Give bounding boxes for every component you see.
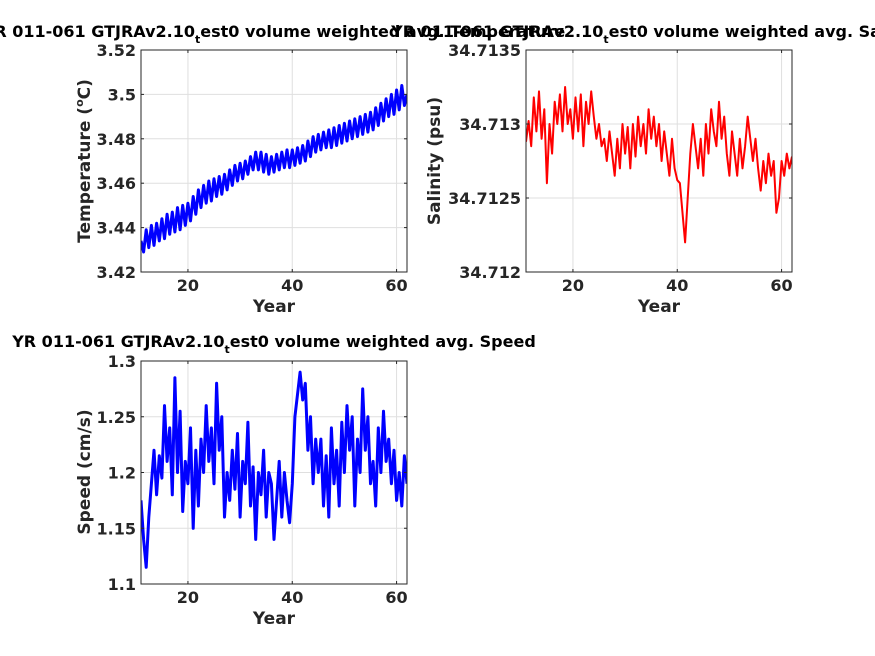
chart-2: 20 40 60 34.712 34.7125 34.713 34.7135 Year Sali… [390, 22, 875, 317]
y-tick-label: 3.48 [97, 130, 136, 149]
x-tick-label: 60 [385, 588, 407, 607]
y-tick-label: 3.46 [97, 174, 136, 193]
x-tick-label: 60 [770, 276, 792, 295]
y-tick-label: 34.7125 [448, 189, 521, 208]
x-tick-label: 40 [281, 276, 303, 295]
y-tick-label: 1.25 [97, 408, 136, 427]
y-axis-label-part: o [73, 99, 86, 107]
y-tick-label: 3.44 [97, 219, 136, 238]
y-axis-label-part: Speed (cm/s) [75, 409, 95, 534]
chart-title: YR 011-061 GTJRAv2.10test0 volume weight… [390, 22, 875, 46]
chart-title-part: est0 volume weighted avg. Salinity [609, 22, 875, 41]
chart-title-part: YR 011-061 GTJRAv2.10 [11, 332, 224, 351]
plot-area [526, 50, 792, 272]
chart-title-part: est0 volume weighted avg. Temperature [200, 22, 565, 41]
y-tick-label: 1.2 [108, 464, 136, 483]
chart-title-part: t [195, 33, 200, 46]
y-tick-label: 3.52 [97, 41, 136, 60]
y-tick-label: 34.7135 [448, 41, 521, 60]
x-axis-label: Year [252, 297, 296, 317]
x-axis-label: Year [252, 609, 296, 629]
chart-title-part: YR 011-061 GTJRAv2.10 [390, 22, 603, 41]
plot-area [141, 50, 407, 272]
y-tick-label: 1.15 [97, 519, 136, 538]
chart-title: YR 011-061 GTJRAv2.10test0 volume weight… [0, 22, 565, 46]
y-tick-label: 1.1 [108, 575, 136, 594]
x-tick-label: 20 [177, 276, 199, 295]
chart-3: 20 40 60 1.1 1.15 1.2 1.25 1.3 Year Speed (cm/s) Y… [11, 332, 536, 629]
chart-title-part: t [224, 343, 229, 356]
chart-title-part: est0 volume weighted avg. Speed [230, 332, 536, 351]
y-tick-label: 1.3 [108, 352, 136, 371]
x-tick-label: 20 [562, 276, 584, 295]
y-tick-label: 34.713 [459, 115, 521, 134]
series-line [141, 370, 407, 569]
y-axis-label-part: Temperature ( [75, 107, 95, 243]
y-tick-label: 3.42 [97, 263, 136, 282]
y-axis-label-part: Salinity (psu) [425, 97, 445, 225]
chart-1: 20 40 60 3.42 3.44 3.46 3.48 3.5 3.52 Year Tempera… [0, 22, 565, 317]
x-axis-label: Year [637, 297, 681, 317]
y-tick-label: 3.5 [108, 85, 136, 104]
x-tick-label: 40 [281, 588, 303, 607]
x-tick-label: 40 [666, 276, 688, 295]
x-tick-label: 20 [177, 588, 199, 607]
y-axis-label: Salinity (psu) [425, 97, 445, 225]
x-tick-label: 60 [385, 276, 407, 295]
chart-title-part: t [603, 33, 608, 46]
chart-title: YR 011-061 GTJRAv2.10test0 volume weight… [11, 332, 536, 356]
axes-box [525, 49, 793, 273]
y-tick-label: 34.712 [459, 263, 521, 282]
y-axis-label: Speed (cm/s) [75, 409, 95, 534]
chart-title-part: YR 011-061 GTJRAv2.10 [0, 22, 195, 41]
series-line [526, 86, 792, 244]
axes-box [140, 49, 408, 273]
y-axis-label: Temperature (oC) [73, 79, 95, 243]
series-line [141, 84, 407, 254]
y-axis-label-part: C) [75, 79, 95, 99]
